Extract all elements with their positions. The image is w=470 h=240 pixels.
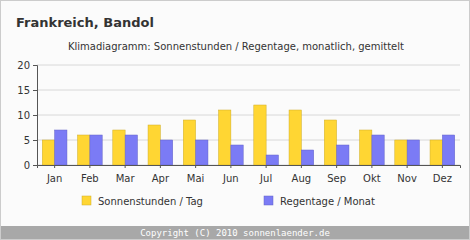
tick-mark [442,165,443,168]
grid-line [37,65,460,66]
bar [430,140,442,165]
tick: Okt [363,165,381,184]
tick-label: Mai [187,173,205,184]
y-axis: 0 5 10 15 20 [17,60,37,171]
tick-label: Feb [81,173,99,184]
bar [301,150,313,165]
tick-label: Mar [116,173,136,184]
footer: Copyright (C) 2010 sonnenlaender.de [140,228,330,238]
tick: Jul [259,165,272,184]
tick: Mar [116,165,136,184]
bar [407,140,419,165]
legend-swatch [82,196,91,205]
series [55,130,455,165]
tick-mark [230,165,231,168]
tick-label: 15 [17,85,30,96]
tick-label: Apr [152,173,170,184]
bar [289,110,301,165]
bar [90,135,102,165]
bar [442,135,454,165]
bar [78,135,90,165]
legend-label: Sonnenstunden / Tag [98,196,203,207]
x-axis: Jan Feb Mar Apr Mai Jun Jul Aug Sep Okt Nov Dez [38,165,461,184]
tick-label: 0 [24,160,30,171]
tick-mark [371,165,372,168]
tick-label: 5 [24,135,30,146]
tick-label: Sep [327,173,346,184]
tick: Sep [327,165,346,184]
tick: Mai [187,165,205,184]
tick: 15 [17,85,37,96]
footer-bar [1,226,469,239]
bar [148,125,160,165]
tick-mark [89,165,90,168]
grid [37,65,460,165]
bars [42,105,454,165]
plot: 0 5 10 15 20 Jan Feb Mar Apr Mai Jun Jul Aug Sep Okt No… [17,60,460,184]
axis-line [38,166,461,169]
tick-mark [336,165,337,168]
tick-mark [301,165,302,168]
tick-mark [407,165,408,168]
axis-line [33,66,38,166]
tick-label: 10 [17,110,30,121]
tick-mark [160,165,161,168]
bar [55,130,67,165]
tick-mark [195,165,196,168]
tick-mark [266,165,267,168]
subtitle: Klimadiagramm: Sonnenstunden / Regentage… [68,41,404,52]
bar [125,135,137,165]
grid-line [37,90,460,91]
chart: Frankreich, Bandol Klimadiagramm: Sonnens… [0,0,470,240]
bar [160,140,172,165]
series [42,105,442,165]
tick-mark [33,65,37,66]
tick-label: 20 [17,60,30,71]
bar [266,155,278,165]
bar [395,140,407,165]
bar [196,140,208,165]
tick-label: Jan [46,173,62,184]
tick-label: Jun [222,173,239,184]
tick: 5 [24,135,37,146]
legend: Sonnenstunden / Tag Regentage / Monat [82,196,375,207]
tick: 10 [17,110,37,121]
tick: 0 [24,160,37,171]
bar [113,130,125,165]
legend-label: Regentage / Monat [280,196,375,207]
tick: Aug [292,165,312,184]
bar [372,135,384,165]
tick: Jan [46,165,62,184]
tick-label: Nov [397,173,417,184]
bar [231,145,243,165]
background [1,1,470,240]
bar [183,120,195,165]
tick: Nov [397,165,417,184]
bar [219,110,231,165]
grid-line [37,115,460,116]
tick: Dez [433,165,452,184]
tick-mark [125,165,126,168]
tick-mark [33,165,37,166]
tick-mark [33,115,37,116]
bar [42,140,54,165]
bar [360,130,372,165]
bar [337,145,349,165]
tick: Feb [81,165,99,184]
tick-label: Aug [292,173,312,184]
tick: Apr [152,165,170,184]
tick-label: Okt [363,173,381,184]
tick-mark [54,165,55,168]
title: Frankreich, Bandol [16,15,154,30]
tick-mark [33,140,37,141]
tick: 20 [17,60,37,71]
bar [324,120,336,165]
tick-label: Dez [433,173,452,184]
tick-label: Jul [259,173,272,184]
bar [254,105,266,165]
legend-swatch [264,196,273,205]
tick: Jun [222,165,239,184]
tick-mark [33,90,37,91]
